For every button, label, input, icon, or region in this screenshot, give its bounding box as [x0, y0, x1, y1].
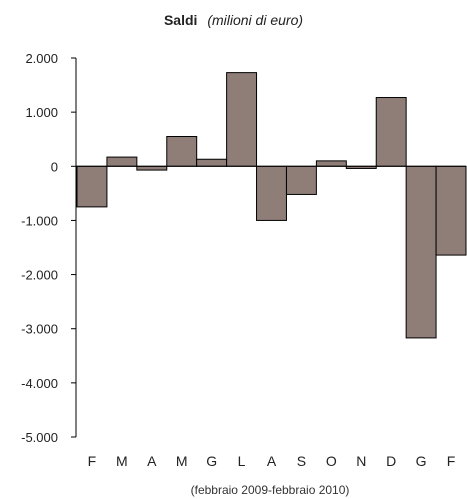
bar — [435, 165, 467, 256]
chart-title: Saldi (milioni di euro) — [0, 12, 467, 28]
y-tick-label: -5.000 — [21, 430, 58, 445]
x-tick-label: N — [356, 453, 366, 469]
bar — [256, 165, 287, 221]
x-tick-label: A — [147, 453, 157, 469]
bar — [315, 160, 347, 167]
bar — [136, 165, 168, 171]
x-tick-label: G — [416, 453, 427, 469]
y-tick-label: -3.000 — [21, 322, 58, 337]
bar — [166, 136, 198, 167]
bar — [76, 165, 108, 208]
x-tick-label: A — [267, 453, 277, 469]
y-axis: 2.000 1.000 0 -1.000 -2.000 -3.000 -4.000 -5.00… — [21, 51, 77, 445]
y-tick-label: -4.000 — [21, 376, 58, 391]
y-tick-label: -1.000 — [21, 213, 58, 228]
bar — [405, 165, 437, 339]
x-tick-label: M — [176, 453, 188, 469]
x-tick-label: M — [116, 453, 128, 469]
x-tick-label: F — [447, 453, 456, 469]
bar — [285, 165, 317, 195]
x-tick-label: O — [326, 453, 337, 469]
chart-title-unit: (milioni di euro) — [207, 12, 304, 28]
y-tick-label: 0 — [51, 159, 58, 174]
x-tick-label: D — [386, 453, 396, 469]
chart-title-main: Saldi — [163, 12, 198, 28]
bars — [76, 72, 467, 339]
x-tick-label: L — [238, 453, 246, 469]
bar — [375, 97, 407, 167]
y-tick-label: -2.000 — [21, 268, 58, 283]
x-tick-label: F — [88, 453, 97, 469]
y-tick-label: 2.000 — [25, 51, 58, 66]
x-tick-label: S — [297, 453, 306, 469]
y-tick-label: 1.000 — [25, 105, 58, 120]
x-axis-note: (febbraio 2009-febbraio 2010) — [191, 483, 350, 497]
x-tick-label: G — [206, 453, 217, 469]
bar — [196, 158, 228, 167]
bar — [106, 156, 138, 167]
bar — [226, 72, 258, 167]
